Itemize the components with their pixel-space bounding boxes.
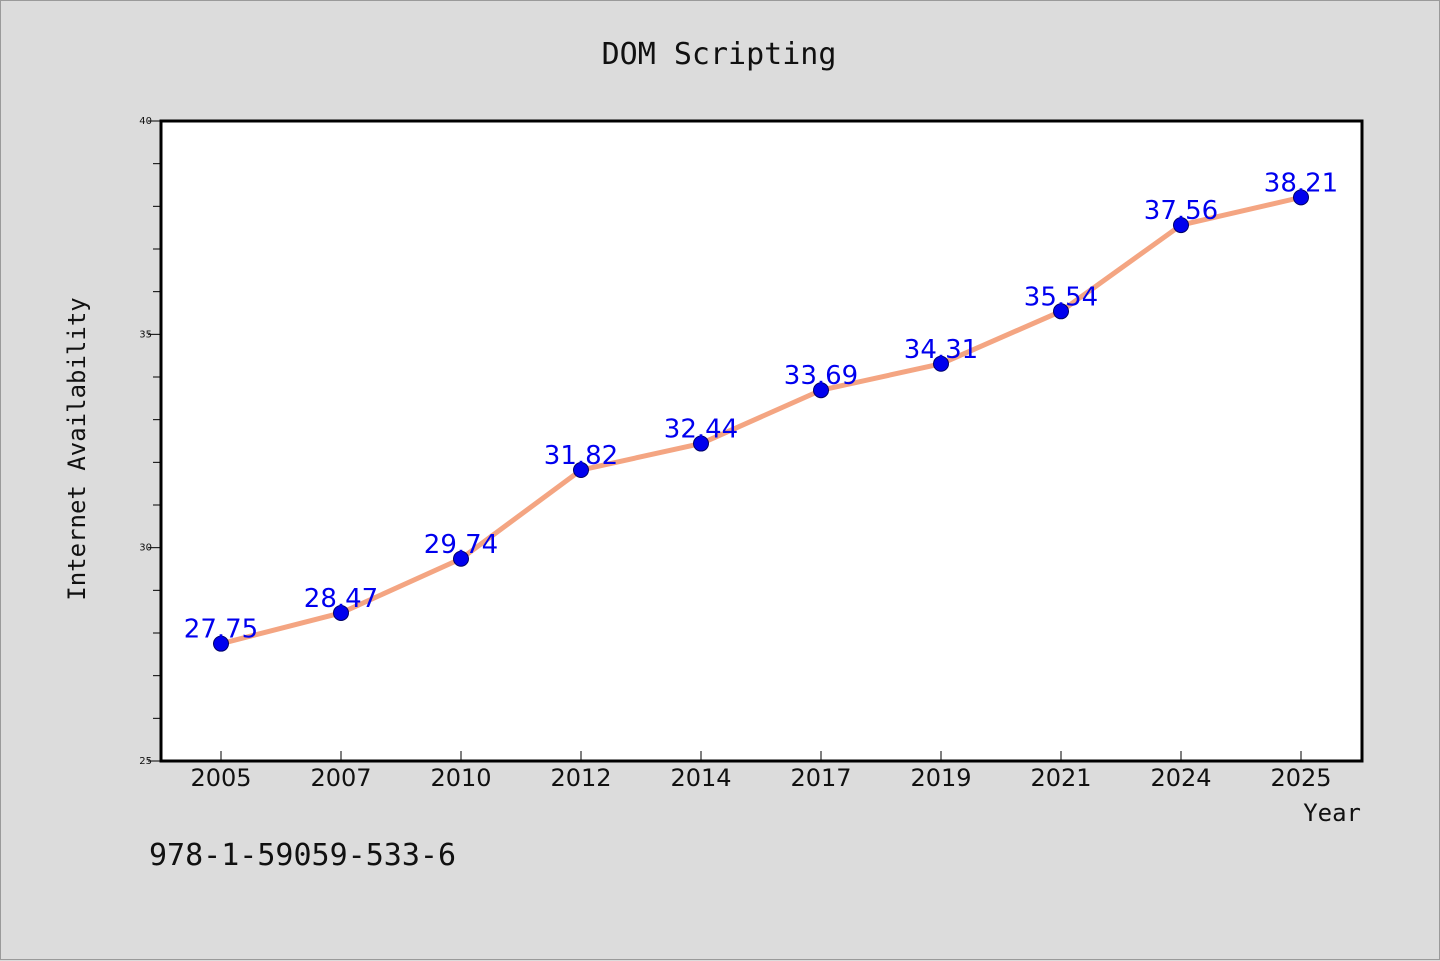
data-label: 34.31 — [904, 335, 978, 365]
data-label: 28.47 — [304, 584, 378, 614]
data-label: 27.75 — [184, 615, 258, 645]
data-point — [333, 604, 349, 621]
data-point — [573, 462, 589, 479]
x-tick-label: 2005 — [190, 764, 251, 792]
data-label: 35.54 — [1024, 282, 1098, 312]
data-label: 37.56 — [1144, 196, 1218, 226]
x-tick-label: 2019 — [910, 764, 971, 792]
x-tick-label: 2012 — [550, 764, 611, 792]
chart-title: DOM Scripting — [602, 37, 837, 72]
x-axis-ticks: 2005 2007 2010 2012 2014 2017 2019 2021 2024 2025 — [190, 751, 1332, 792]
x-tick-label: 2007 — [310, 764, 371, 792]
data-series: 27.75 28.47 29.74 31.82 32.44 33.69 34.31 35.54… — [184, 168, 1338, 652]
isbn-caption: 978-1-59059-533-6 — [149, 838, 456, 873]
x-tick-label: 2024 — [1150, 764, 1211, 792]
data-label: 33.69 — [784, 361, 858, 391]
x-tick-label: 2025 — [1270, 764, 1331, 792]
y-tick-label: 40 — [139, 116, 152, 127]
data-label: 32.44 — [664, 415, 738, 445]
data-label: 31.82 — [544, 441, 618, 471]
x-tick-label: 2010 — [430, 764, 491, 792]
x-tick-label: 2017 — [790, 764, 851, 792]
data-point — [213, 635, 229, 652]
y-tick-label: 35 — [139, 329, 152, 340]
data-point — [693, 435, 709, 452]
y-tick-label: 25 — [139, 756, 152, 767]
y-tick-label: 30 — [139, 543, 152, 554]
series-line — [218, 194, 1304, 647]
x-tick-label: 2021 — [1030, 764, 1091, 792]
data-point — [1293, 189, 1309, 206]
data-label: 38.21 — [1264, 168, 1338, 198]
x-axis-label: Year — [1303, 799, 1361, 827]
data-label: 29.74 — [424, 530, 498, 560]
plot-area — [159, 119, 1364, 763]
data-point — [813, 382, 829, 399]
data-point — [1053, 303, 1069, 320]
data-point — [933, 355, 949, 372]
y-axis-ticks: 25 30 35 40 — [139, 116, 160, 767]
y-axis-label: Internet Availability — [63, 297, 91, 600]
x-tick-label: 2014 — [670, 764, 731, 792]
data-point — [453, 550, 469, 567]
data-point — [1173, 217, 1189, 234]
